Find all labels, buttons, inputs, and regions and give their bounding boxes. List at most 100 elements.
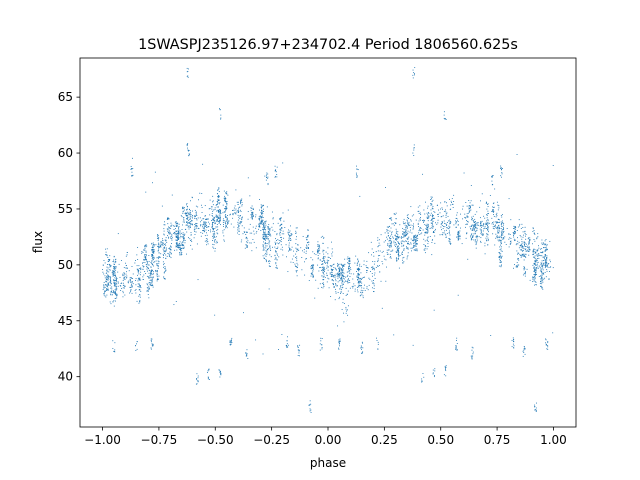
data-point bbox=[514, 232, 516, 234]
data-point bbox=[286, 256, 287, 258]
data-point bbox=[109, 301, 111, 303]
data-point bbox=[345, 306, 347, 308]
data-point bbox=[241, 202, 243, 203]
data-point bbox=[158, 248, 160, 250]
data-point bbox=[219, 214, 221, 216]
data-point bbox=[156, 274, 158, 276]
data-point bbox=[499, 253, 501, 255]
data-point bbox=[407, 232, 409, 234]
data-point bbox=[485, 237, 487, 239]
data-point bbox=[239, 206, 241, 208]
data-point bbox=[406, 225, 408, 226]
data-point bbox=[116, 288, 118, 290]
data-point bbox=[521, 249, 522, 251]
data-point bbox=[445, 366, 447, 368]
data-point bbox=[509, 243, 511, 245]
data-point bbox=[500, 262, 502, 264]
data-point bbox=[312, 275, 314, 277]
data-point bbox=[526, 268, 528, 270]
data-point bbox=[407, 217, 408, 219]
data-point bbox=[137, 270, 139, 272]
data-point bbox=[359, 195, 361, 197]
data-point bbox=[389, 257, 391, 259]
data-point bbox=[434, 375, 435, 377]
data-point bbox=[353, 283, 355, 285]
data-point bbox=[218, 200, 220, 202]
data-point bbox=[167, 218, 169, 220]
data-point bbox=[321, 267, 323, 269]
data-point bbox=[476, 222, 478, 224]
data-point bbox=[179, 254, 181, 256]
data-point bbox=[176, 240, 178, 242]
data-point bbox=[167, 228, 168, 230]
data-point bbox=[230, 341, 232, 343]
data-point bbox=[403, 218, 405, 220]
data-point bbox=[129, 292, 131, 294]
data-point bbox=[394, 241, 396, 243]
data-point bbox=[543, 263, 545, 265]
data-point bbox=[297, 244, 299, 246]
data-point bbox=[427, 223, 429, 225]
data-point bbox=[522, 250, 524, 252]
data-point bbox=[534, 252, 536, 254]
data-point bbox=[265, 236, 267, 238]
data-point bbox=[342, 302, 344, 304]
data-point bbox=[470, 226, 472, 227]
data-point bbox=[335, 280, 337, 282]
data-point bbox=[459, 236, 461, 238]
data-point bbox=[519, 223, 521, 225]
data-point bbox=[487, 222, 489, 224]
data-point bbox=[338, 341, 339, 343]
data-point bbox=[453, 224, 455, 226]
data-point bbox=[206, 218, 208, 220]
data-point bbox=[307, 235, 309, 236]
data-point bbox=[147, 284, 149, 286]
data-point bbox=[157, 234, 159, 235]
data-point bbox=[160, 241, 162, 243]
data-point bbox=[204, 222, 206, 224]
data-point bbox=[176, 242, 178, 244]
data-point bbox=[492, 210, 494, 212]
data-point bbox=[231, 337, 233, 339]
data-point bbox=[532, 277, 534, 279]
data-point bbox=[140, 287, 142, 289]
data-point bbox=[177, 237, 179, 239]
data-point bbox=[172, 232, 174, 234]
data-point bbox=[264, 227, 266, 228]
data-point bbox=[147, 267, 149, 269]
data-point bbox=[150, 341, 152, 343]
data-point bbox=[181, 247, 183, 249]
data-point bbox=[115, 288, 117, 290]
data-point bbox=[125, 262, 127, 264]
data-point bbox=[217, 226, 219, 228]
data-point bbox=[450, 243, 452, 245]
data-point bbox=[472, 215, 474, 217]
data-point bbox=[136, 254, 138, 256]
data-point bbox=[349, 276, 351, 278]
data-point bbox=[386, 253, 388, 255]
data-point bbox=[243, 231, 245, 233]
data-point bbox=[295, 230, 297, 232]
data-point bbox=[326, 274, 328, 276]
data-point bbox=[482, 224, 484, 226]
data-point bbox=[151, 281, 153, 283]
data-point bbox=[144, 259, 146, 260]
data-point bbox=[156, 275, 158, 277]
data-point bbox=[403, 235, 405, 237]
data-point bbox=[146, 260, 148, 262]
data-point bbox=[403, 228, 405, 230]
data-point bbox=[356, 286, 358, 288]
data-point bbox=[281, 233, 283, 235]
data-point bbox=[399, 224, 401, 226]
data-point bbox=[277, 222, 279, 224]
data-point bbox=[534, 261, 536, 262]
data-point bbox=[403, 244, 405, 246]
data-point bbox=[339, 288, 341, 290]
data-point bbox=[406, 234, 408, 236]
data-point bbox=[430, 203, 432, 204]
data-point bbox=[534, 277, 536, 279]
data-point bbox=[114, 268, 115, 270]
data-point bbox=[113, 274, 115, 276]
data-point bbox=[471, 236, 473, 238]
data-point bbox=[308, 241, 310, 243]
